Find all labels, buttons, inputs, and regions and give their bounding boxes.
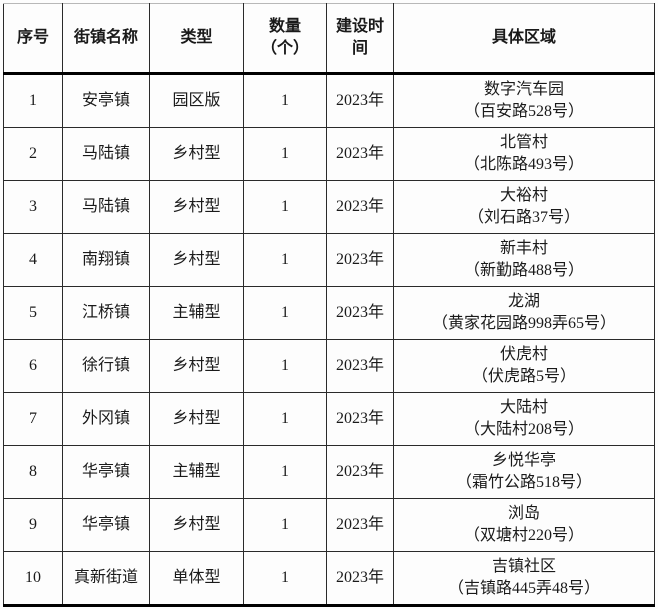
cell-index: 5: [3, 286, 63, 340]
cell-build-time: 2023年: [326, 551, 394, 607]
table-row: 2 马陆镇 乡村型 1 2023年 北管村 （北陈路493号）: [3, 127, 655, 181]
cell-index: 8: [3, 445, 63, 499]
cell-index: 6: [3, 339, 63, 393]
col-header-quantity: 数量 （个）: [243, 3, 327, 75]
cell-quantity: 1: [243, 445, 327, 499]
table-row: 5 江桥镇 主辅型 1 2023年 龙湖 （黄家花园路998弄65号）: [3, 286, 655, 340]
table-row: 1 安亭镇 园区版 1 2023年 数字汽车园 （百安路528号）: [3, 73, 655, 128]
cell-build-time: 2023年: [326, 339, 394, 393]
cell-type: 乡村型: [149, 392, 244, 446]
cell-build-time: 2023年: [326, 180, 394, 234]
table-row: 4 南翔镇 乡村型 1 2023年 新丰村 （新勤路488号）: [3, 233, 655, 287]
cell-area: 龙湖 （黄家花园路998弄65号）: [393, 286, 655, 340]
cell-town: 江桥镇: [62, 286, 150, 340]
cell-town: 马陆镇: [62, 180, 150, 234]
cell-quantity: 1: [243, 551, 327, 607]
cell-index: 1: [3, 73, 63, 128]
header-row: 序号 街镇名称 类型 数量 （个） 建设时 间 具体区域: [3, 3, 655, 75]
cell-area: 大陆村 （大陆村208号）: [393, 392, 655, 446]
cell-build-time: 2023年: [326, 392, 394, 446]
col-header-town-name: 街镇名称: [62, 3, 150, 75]
cell-quantity: 1: [243, 180, 327, 234]
table-row: 3 马陆镇 乡村型 1 2023年 大裕村 （刘石路37号）: [3, 180, 655, 234]
cell-type: 主辅型: [149, 286, 244, 340]
cell-type: 主辅型: [149, 445, 244, 499]
cell-type: 单体型: [149, 551, 244, 607]
cell-quantity: 1: [243, 286, 327, 340]
col-header-type: 类型: [149, 3, 244, 75]
cell-type: 乡村型: [149, 233, 244, 287]
cell-build-time: 2023年: [326, 445, 394, 499]
cell-quantity: 1: [243, 73, 327, 128]
cell-area: 乡悦华亭 （霜竹公路518号）: [393, 445, 655, 499]
cell-index: 10: [3, 551, 63, 607]
col-header-build-time: 建设时 间: [326, 3, 394, 75]
cell-area: 新丰村 （新勤路488号）: [393, 233, 655, 287]
cell-town: 南翔镇: [62, 233, 150, 287]
cell-area: 伏虎村 （伏虎路5号）: [393, 339, 655, 393]
col-header-index: 序号: [3, 3, 63, 75]
cell-quantity: 1: [243, 127, 327, 181]
cell-quantity: 1: [243, 498, 327, 552]
cell-type: 乡村型: [149, 339, 244, 393]
cell-town: 马陆镇: [62, 127, 150, 181]
cell-town: 徐行镇: [62, 339, 150, 393]
cell-area: 吉镇社区 （吉镇路445弄48号）: [393, 551, 655, 607]
cell-index: 3: [3, 180, 63, 234]
table-row: 9 华亭镇 乡村型 1 2023年 浏岛 （双塘村220号）: [3, 498, 655, 552]
facility-table: 序号 街镇名称 类型 数量 （个） 建设时 间 具体区域 1 安亭镇 园区版 1…: [3, 3, 655, 607]
table-row: 7 外冈镇 乡村型 1 2023年 大陆村 （大陆村208号）: [3, 392, 655, 446]
cell-town: 安亭镇: [62, 73, 150, 128]
col-header-area: 具体区域: [393, 3, 655, 75]
cell-area: 大裕村 （刘石路37号）: [393, 180, 655, 234]
table-row: 10 真新街道 单体型 1 2023年 吉镇社区 （吉镇路445弄48号）: [3, 551, 655, 607]
cell-index: 4: [3, 233, 63, 287]
cell-type: 乡村型: [149, 127, 244, 181]
cell-quantity: 1: [243, 392, 327, 446]
cell-index: 7: [3, 392, 63, 446]
cell-town: 外冈镇: [62, 392, 150, 446]
cell-build-time: 2023年: [326, 233, 394, 287]
cell-index: 9: [3, 498, 63, 552]
table-row: 8 华亭镇 主辅型 1 2023年 乡悦华亭 （霜竹公路518号）: [3, 445, 655, 499]
cell-build-time: 2023年: [326, 498, 394, 552]
cell-area: 浏岛 （双塘村220号）: [393, 498, 655, 552]
table-row: 6 徐行镇 乡村型 1 2023年 伏虎村 （伏虎路5号）: [3, 339, 655, 393]
cell-town: 真新街道: [62, 551, 150, 607]
cell-build-time: 2023年: [326, 286, 394, 340]
cell-quantity: 1: [243, 233, 327, 287]
cell-town: 华亭镇: [62, 445, 150, 499]
cell-quantity: 1: [243, 339, 327, 393]
cell-index: 2: [3, 127, 63, 181]
cell-type: 乡村型: [149, 498, 244, 552]
cell-area: 北管村 （北陈路493号）: [393, 127, 655, 181]
cell-build-time: 2023年: [326, 73, 394, 128]
cell-town: 华亭镇: [62, 498, 150, 552]
cell-type: 园区版: [149, 73, 244, 128]
cell-build-time: 2023年: [326, 127, 394, 181]
cell-type: 乡村型: [149, 180, 244, 234]
cell-area: 数字汽车园 （百安路528号）: [393, 73, 655, 128]
